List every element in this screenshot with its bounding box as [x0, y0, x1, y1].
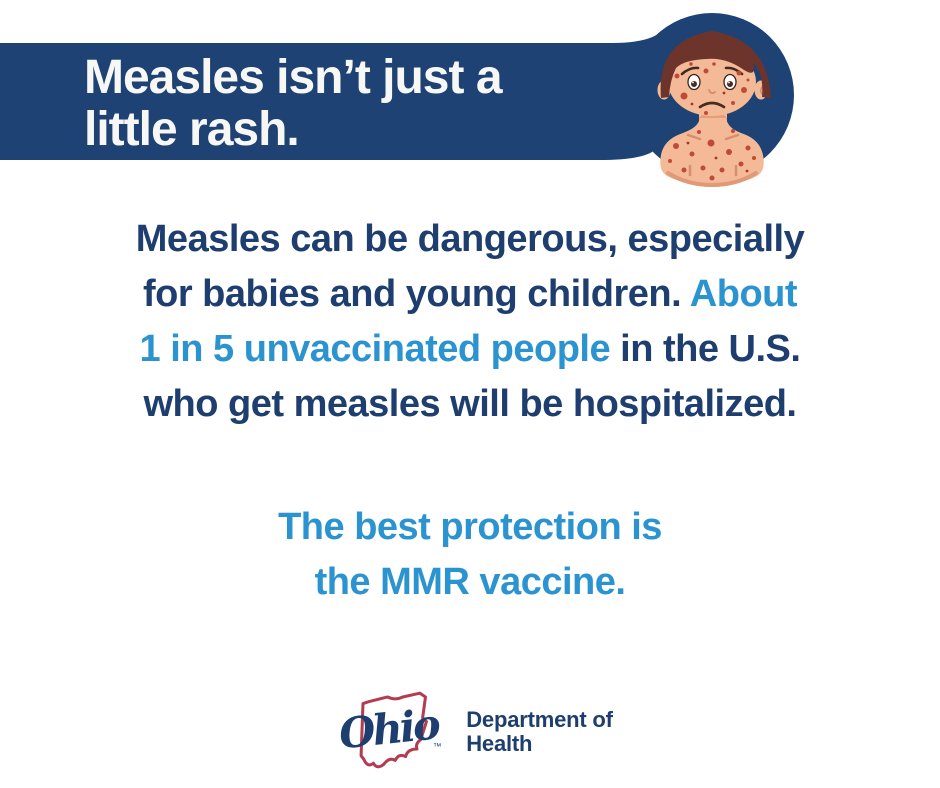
child-hair [660, 31, 771, 98]
sad-mouth [698, 101, 726, 109]
body-line-4: who get measles will be hospitalized. [0, 377, 940, 432]
body-line-1: Measles can be dangerous, especially [0, 212, 940, 267]
callout: The best protection is the MMR vaccine. [0, 500, 940, 610]
body-text-segment: Measles can be dangerous, especially [135, 218, 805, 260]
headline-line1: Measles isn’t just a [84, 51, 503, 104]
footer-logo-lockup: Ohio ™ Department of Health [0, 684, 940, 780]
body-text-segment: who get measles will be hospitalized. [143, 383, 798, 425]
department-line2: Health [466, 731, 533, 756]
ohio-script-text: Ohio [337, 699, 442, 758]
callout-line2: the MMR vaccine. [314, 561, 626, 603]
face-rash-spots-small [690, 91, 726, 106]
torso-bottom-shade [666, 171, 758, 188]
body-paragraph: Measles can be dangerous, especially for… [0, 212, 940, 432]
department-line1: Department of [466, 707, 613, 732]
body-text-highlight: 1 in 5 unvaccinated people [139, 328, 611, 370]
trademark-symbol: ™ [433, 741, 442, 751]
ohio-logo: Ohio ™ [337, 691, 442, 769]
headline-line2: little rash. [84, 103, 300, 156]
department-text: Department of Health [466, 708, 613, 756]
body-text-segment: in the U.S. [610, 328, 801, 370]
header-banner-art [0, 13, 794, 188]
nose [708, 89, 716, 95]
body-text-segment: for babies and young children. [142, 273, 690, 315]
body-line-3: 1 in 5 unvaccinated people in the U.S. [0, 322, 940, 377]
body-line-2: for babies and young children. About [0, 267, 940, 322]
callout-line1: The best protection is [278, 506, 662, 548]
ohio-state-outline [359, 691, 429, 769]
face-rash-spots [674, 62, 750, 115]
header-band-shape [0, 29, 712, 160]
body-detail-lines [686, 133, 740, 177]
headline: Measles isn’t just a little rash. [84, 51, 503, 156]
eyes [687, 73, 737, 91]
torso-rash-spots-small [686, 141, 749, 173]
body-text-highlight: About [689, 273, 798, 315]
child-with-measles-illustration [657, 31, 771, 188]
